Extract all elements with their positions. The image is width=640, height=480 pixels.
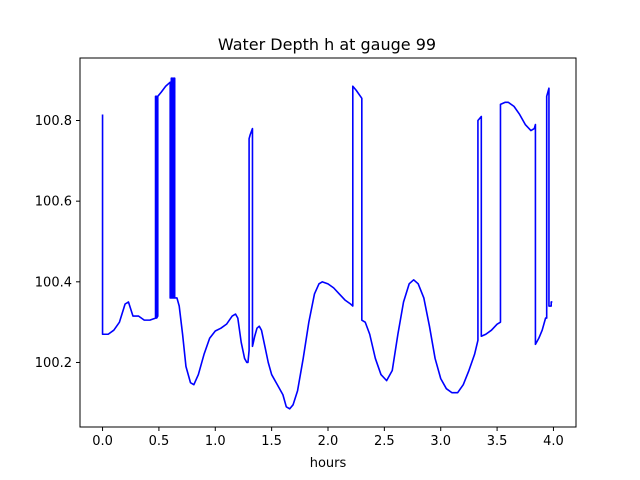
chart-title: Water Depth h at gauge 99 [218,35,436,54]
x-tick-label: 2.0 [318,434,339,449]
x-tick-label: 1.0 [205,434,226,449]
y-tick-label: 100.4 [35,275,72,290]
x-tick-label: 3.0 [430,434,451,449]
x-tick-label: 0.0 [92,434,113,449]
x-tick-label: 0.5 [149,434,170,449]
x-tick-label: 3.5 [487,434,508,449]
series-line [101,77,553,410]
x-tick-label: 4.0 [543,434,564,449]
x-axis-label: hours [310,456,347,471]
y-tick-label: 100.6 [35,195,72,210]
y-tick-label: 100.8 [35,114,72,129]
axis-ticks: 0.0 0.5 1.0 1.5 2.0 2.5 3.0 3.5 4.0 100.2 100.4 100… [35,114,564,449]
x-tick-label: 2.5 [374,434,395,449]
x-tick-label: 1.5 [261,434,282,449]
plot-frame [79,57,577,428]
y-tick-label: 100.2 [35,356,72,371]
series-layer [101,77,553,410]
